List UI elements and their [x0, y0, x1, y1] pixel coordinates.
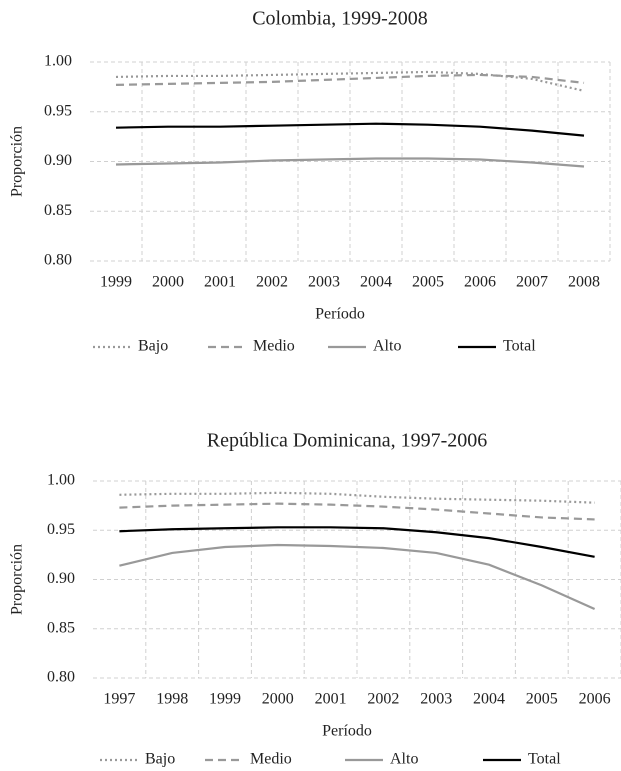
chart-title: República Dominicana, 1997-2006 — [207, 430, 488, 452]
line-series — [115, 157, 585, 168]
y-tick-label: 0.90 — [44, 152, 72, 169]
x-tick-label: 2005 — [412, 274, 444, 291]
x-tick-label: 1999 — [209, 691, 241, 708]
chart-title: Colombia, 1999-2008 — [252, 8, 428, 30]
x-axis-label: Período — [315, 306, 365, 323]
y-tick-label: 0.90 — [47, 570, 75, 587]
x-tick-label: 2004 — [473, 691, 505, 708]
y-tick-label: 0.85 — [47, 619, 75, 636]
x-tick-label: 2002 — [256, 274, 288, 291]
legend-label: Alto — [390, 751, 418, 768]
y-axis-label: Proporción — [9, 544, 26, 615]
legend-label: Total — [503, 338, 536, 355]
x-tick-label: 2005 — [526, 691, 558, 708]
x-tick-label: 2001 — [315, 691, 347, 708]
line-series — [119, 502, 595, 521]
legend-label: Medio — [250, 751, 292, 768]
x-tick-label: 2000 — [152, 274, 184, 291]
y-tick-label: 1.00 — [47, 472, 75, 489]
line-series — [119, 543, 596, 611]
legend-label: Bajo — [138, 338, 168, 355]
x-tick-label: 1999 — [100, 274, 132, 291]
x-tick-label: 2004 — [360, 274, 392, 291]
x-tick-label: 2002 — [367, 691, 399, 708]
line-series — [115, 70, 585, 92]
x-tick-label: 1997 — [103, 691, 135, 708]
x-tick-label: 2008 — [568, 274, 600, 291]
line-series — [119, 491, 595, 504]
line-series — [119, 526, 595, 558]
x-tick-label: 2003 — [420, 691, 452, 708]
y-tick-label: 0.85 — [44, 202, 72, 219]
legend-label: Alto — [373, 338, 401, 355]
y-axis-label: Proporción — [9, 126, 26, 197]
x-tick-label: 2001 — [204, 274, 236, 291]
legend-label: Total — [528, 751, 561, 768]
line-series — [115, 73, 585, 86]
x-axis-label: Período — [322, 723, 372, 740]
y-tick-label: 0.95 — [47, 521, 75, 538]
x-tick-label: 2006 — [464, 274, 496, 291]
x-tick-label: 1998 — [156, 691, 188, 708]
y-tick-label: 0.80 — [44, 252, 72, 269]
x-tick-label: 2006 — [579, 691, 611, 708]
legend-label: Bajo — [145, 751, 175, 768]
x-tick-label: 2000 — [262, 691, 294, 708]
x-tick-label: 2003 — [308, 274, 340, 291]
y-tick-label: 0.80 — [47, 669, 75, 686]
y-tick-label: 0.95 — [44, 102, 72, 119]
x-tick-label: 2007 — [516, 274, 548, 291]
legend-label: Medio — [253, 338, 295, 355]
y-tick-label: 1.00 — [44, 53, 72, 70]
line-series — [115, 122, 585, 137]
